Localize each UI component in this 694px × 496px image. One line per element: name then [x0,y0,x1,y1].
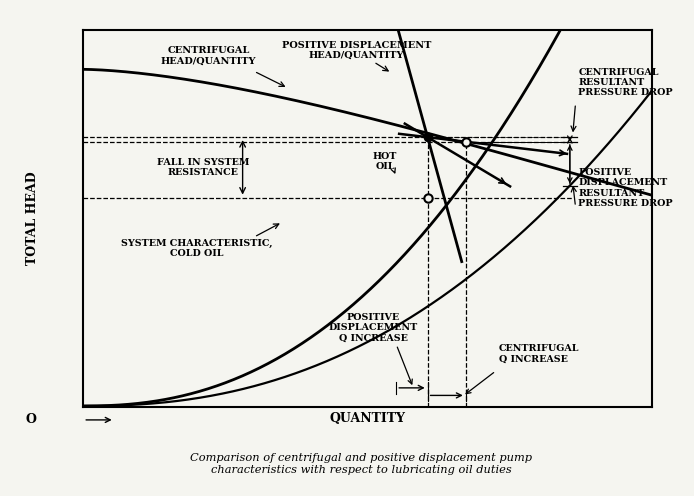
Text: CENTRIFUGAL
HEAD/QUANTITY: CENTRIFUGAL HEAD/QUANTITY [161,47,256,66]
Text: CENTRIFUGAL
RESULTANT
PRESSURE DROP: CENTRIFUGAL RESULTANT PRESSURE DROP [578,67,673,97]
Text: POSITIVE DISPLACEMENT
HEAD/QUANTITY: POSITIVE DISPLACEMENT HEAD/QUANTITY [282,41,431,60]
X-axis label: QUANTITY: QUANTITY [330,412,406,425]
Text: HOT
OIL: HOT OIL [373,152,397,172]
Text: CENTRIFUGAL
Q INCREASE: CENTRIFUGAL Q INCREASE [499,344,579,364]
Text: SYSTEM CHARACTERISTIC,
COLD OIL: SYSTEM CHARACTERISTIC, COLD OIL [121,239,273,258]
Text: FALL IN SYSTEM
RESISTANCE: FALL IN SYSTEM RESISTANCE [157,158,249,177]
Text: Comparison of centrifugal and positive displacement pump
characteristics with re: Comparison of centrifugal and positive d… [190,453,532,475]
Text: POSITIVE
DISPLACEMENT
Q INCREASE: POSITIVE DISPLACEMENT Q INCREASE [329,312,418,342]
Text: O: O [26,413,37,426]
Text: POSITIVE
DISPLACEMENT
RESULTANT
PRESSURE DROP: POSITIVE DISPLACEMENT RESULTANT PRESSURE… [578,168,673,208]
Text: TOTAL HEAD: TOTAL HEAD [26,172,39,265]
